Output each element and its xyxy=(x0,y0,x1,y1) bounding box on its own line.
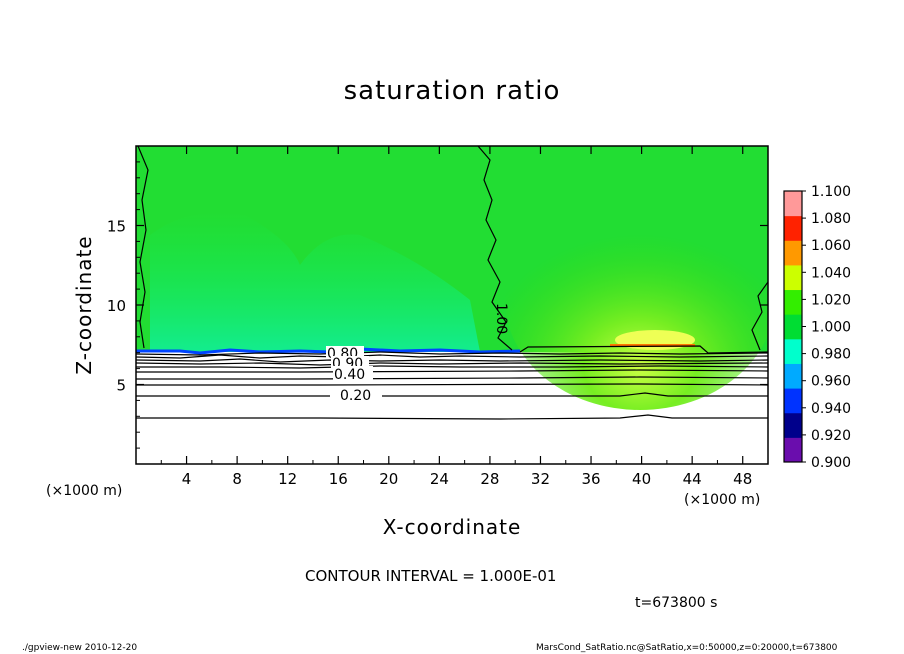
chart-title: saturation ratio xyxy=(343,76,561,106)
x-axis-label-text: X-coordinate xyxy=(382,515,522,539)
colorbar-label: 1.060 xyxy=(811,238,851,254)
x-tick-label: 12 xyxy=(278,470,297,488)
x-tick-label: 4 xyxy=(182,470,192,488)
contour-1-00-cap xyxy=(519,345,768,354)
y-tick-label: 5 xyxy=(116,377,126,395)
colorbar-band xyxy=(784,388,802,414)
x-tick-label: 36 xyxy=(581,470,600,488)
x-axis-label: X-coordinate xyxy=(0,515,904,539)
x-tick-label: 32 xyxy=(531,470,550,488)
x-unit-label-right: (×1000 m) xyxy=(684,492,761,508)
colorbar-band xyxy=(784,191,802,217)
colorbar-band xyxy=(784,264,802,291)
contour-1-00-right xyxy=(751,281,768,351)
hotspot-red-strip xyxy=(610,344,695,347)
contour-1-00-middle xyxy=(477,146,513,351)
colorbar-label: 1.080 xyxy=(811,211,851,227)
x-tick-label: 40 xyxy=(632,470,651,488)
colorbar: 0.900 0.920 0.940 0.960 0.980 1.000 1.020 1.040… xyxy=(783,184,851,471)
contour-0-50 xyxy=(136,369,768,373)
colorbar-label: 1.000 xyxy=(811,320,851,336)
contour-1-00-left xyxy=(137,146,149,349)
colorbar-band xyxy=(784,412,802,438)
contour-0-30 xyxy=(136,383,768,386)
colorbar-label: 0.980 xyxy=(811,347,851,363)
x-tick-label: 24 xyxy=(430,470,449,488)
x-tick-label: 28 xyxy=(480,470,499,488)
colorbar-label: 1.040 xyxy=(811,265,851,281)
time-text: t=673800 s xyxy=(635,595,718,611)
footer-right: MarsCond_SatRatio.nc@SatRatio,x=0:50000,… xyxy=(536,643,838,653)
colorbar-label: 0.900 xyxy=(811,455,851,471)
x-ticks: 4 8 12 16 20 24 28 32 36 40 44 48 xyxy=(160,146,752,488)
colorbar-band xyxy=(784,338,802,364)
contour-label-1-00: 1.00 xyxy=(493,303,509,334)
contour-0-60 xyxy=(136,365,768,369)
colorbar-label: 0.940 xyxy=(811,401,851,417)
contour-interval-text: CONTOUR INTERVAL = 1.000E-01 xyxy=(305,567,557,585)
left-mist-region xyxy=(150,212,480,352)
colorbar-band xyxy=(784,215,802,241)
contour-0-40 xyxy=(136,376,768,380)
colorbar-band xyxy=(784,240,802,266)
contour-1-00-base xyxy=(136,351,768,356)
x-tick-label: 8 xyxy=(232,470,242,488)
contour-label-0-20: 0.20 xyxy=(340,388,371,404)
x-unit-label-left: (×1000 m) xyxy=(46,483,123,499)
contour-label-0-40: 0.40 xyxy=(334,367,365,383)
y-tick-label: 15 xyxy=(107,218,126,236)
colorbar-band xyxy=(784,363,802,389)
colorbar-band xyxy=(784,314,802,340)
contour-label-bg-080 xyxy=(326,346,364,359)
contour-0-80 xyxy=(136,358,768,363)
contour-0-90 xyxy=(136,354,768,359)
colorbar-label: 0.960 xyxy=(811,374,851,390)
contour-label-bg-090 xyxy=(331,356,369,368)
x-tick-label: 48 xyxy=(733,470,752,488)
contour-lines xyxy=(136,146,768,420)
contour-label-bg-040 xyxy=(333,366,373,380)
cloud-base-blue-edge xyxy=(136,347,521,355)
x-tick-label: 20 xyxy=(379,470,398,488)
x-tick-label: 16 xyxy=(329,470,348,488)
contour-0-70 xyxy=(136,362,768,366)
right-supersaturated-region xyxy=(505,190,768,410)
colorbar-label: 1.020 xyxy=(811,292,851,308)
contour-label-bg-020 xyxy=(334,388,380,402)
footer-left: ./gpview-new 2010-12-20 xyxy=(22,643,138,653)
colorbar-band xyxy=(784,289,802,315)
y-ticks: 5 10 15 xyxy=(107,161,768,449)
colorbar-label: 1.100 xyxy=(811,184,851,200)
x-tick-label: 44 xyxy=(683,470,702,488)
contour-0-20 xyxy=(136,392,768,397)
y-tick-label: 10 xyxy=(107,297,126,315)
contour-0-10 xyxy=(136,414,768,420)
contour-label-group: 0.80 0.90 0.40 0.20 1.00 xyxy=(326,303,509,404)
colorbar-label: 0.920 xyxy=(811,428,851,444)
colorbar-band xyxy=(784,437,802,463)
